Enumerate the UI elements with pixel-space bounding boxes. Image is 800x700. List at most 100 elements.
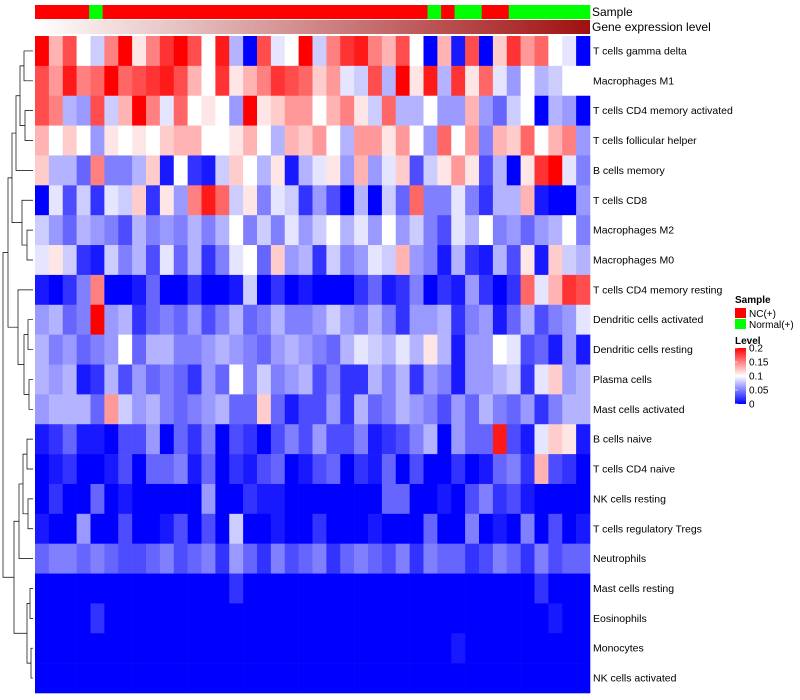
heatmap-cell [173, 513, 188, 544]
heatmap-cell [173, 633, 188, 664]
heatmap-cell [395, 185, 410, 216]
heatmap-cell [132, 543, 147, 574]
heatmap-cell [298, 36, 313, 67]
heatmap-cell [243, 424, 258, 455]
heatmap-cell [201, 155, 216, 186]
heatmap-cell [187, 663, 202, 694]
heatmap-cell [270, 334, 286, 365]
heatmap-cell [104, 95, 119, 126]
heatmap-cell [118, 215, 133, 246]
heatmap-cell [118, 663, 133, 694]
heatmap-cell [257, 633, 272, 664]
heatmap-cell [479, 543, 494, 574]
heatmap-cell [548, 663, 563, 694]
heatmap-cell [465, 543, 480, 574]
heatmap-cell [215, 245, 230, 276]
heatmap-cell [381, 394, 397, 425]
heatmap-cell [243, 65, 258, 97]
heatmap-cell [48, 334, 64, 365]
heatmap-cell [298, 364, 313, 395]
heatmap-cell [576, 603, 591, 634]
heatmap-cell [479, 125, 494, 156]
heatmap-cell [104, 454, 119, 485]
heatmap-cell [35, 573, 50, 604]
heatmap-cell [187, 36, 202, 67]
heatmap-cell [368, 125, 383, 156]
row-label: T cells CD4 memory activated [593, 105, 733, 117]
heatmap-cell [409, 245, 424, 276]
heatmap-cell [451, 513, 466, 544]
heatmap-cell [576, 125, 591, 156]
heatmap-cell [381, 633, 397, 664]
heatmap-cell [562, 36, 577, 67]
heatmap-cell [62, 454, 77, 485]
heatmap-cell [215, 513, 230, 544]
heatmap-cell [479, 394, 494, 425]
heatmap-cell [326, 334, 341, 365]
heatmap-cell [76, 155, 91, 186]
heatmap-cell [35, 483, 50, 515]
heatmap-cell [270, 424, 286, 455]
heatmap-cell [534, 334, 549, 365]
heatmap-cell [548, 304, 563, 335]
heatmap-cell [229, 65, 244, 97]
heatmap-cell [451, 245, 466, 276]
heatmap-cell [340, 95, 355, 126]
heatmap-cell [284, 603, 299, 634]
heatmap-cell [215, 483, 230, 515]
heatmap-cell [548, 573, 563, 604]
heatmap-cell [409, 424, 424, 455]
heatmap-cell [423, 364, 438, 395]
heatmap-cell [173, 125, 188, 156]
heatmap-cell [35, 543, 50, 574]
heatmap-cell [381, 454, 397, 485]
heatmap-cell [437, 125, 452, 156]
heatmap-cell [562, 483, 577, 515]
heatmap-cell [243, 215, 258, 246]
heatmap-cell [284, 334, 299, 365]
heatmap-cell [187, 603, 202, 634]
heatmap-cell [48, 424, 64, 455]
heatmap-cell [118, 304, 133, 335]
heatmap-cell [465, 304, 480, 335]
heatmap-cell [187, 394, 202, 425]
heatmap-cell [451, 573, 466, 604]
heatmap-cell [298, 454, 313, 485]
heatmap-cell [229, 364, 244, 395]
heatmap-cell [118, 274, 133, 306]
heatmap-cell [423, 155, 438, 186]
heatmap-cell [187, 633, 202, 664]
heatmap-cell [534, 603, 549, 634]
heatmap-cell [354, 663, 369, 694]
heatmap-cell [340, 573, 355, 604]
heatmap-cell [35, 95, 50, 126]
heatmap-cell [159, 633, 175, 664]
heatmap-cell [354, 65, 369, 97]
heatmap-cell [368, 245, 383, 276]
heatmap-cell [465, 185, 480, 216]
heatmap-cell [492, 364, 508, 395]
heatmap-cell [479, 215, 494, 246]
heatmap-cell [270, 95, 286, 126]
heatmap-cell [506, 125, 521, 156]
heatmap-cell [284, 185, 299, 216]
heatmap-cell [395, 65, 410, 97]
heatmap-cell [270, 513, 286, 544]
heatmap-cell [104, 663, 119, 694]
heatmap-cell [395, 95, 410, 126]
heatmap-cell [298, 334, 313, 365]
heatmap-cell [132, 603, 147, 634]
heatmap-cell [368, 513, 383, 544]
heatmap-cell [340, 245, 355, 276]
heatmap-cell [159, 543, 175, 574]
row-label: Mast cells resting [593, 583, 674, 595]
row-label: Monocytes [593, 643, 644, 655]
heatmap-cell [423, 454, 438, 485]
heatmap-cell [534, 394, 549, 425]
heatmap-cell [257, 424, 272, 455]
heatmap-cell [229, 394, 244, 425]
heatmap-cell [173, 334, 188, 365]
heatmap-cell [215, 633, 230, 664]
heatmap-cell [562, 215, 577, 246]
heatmap-cell [409, 543, 424, 574]
